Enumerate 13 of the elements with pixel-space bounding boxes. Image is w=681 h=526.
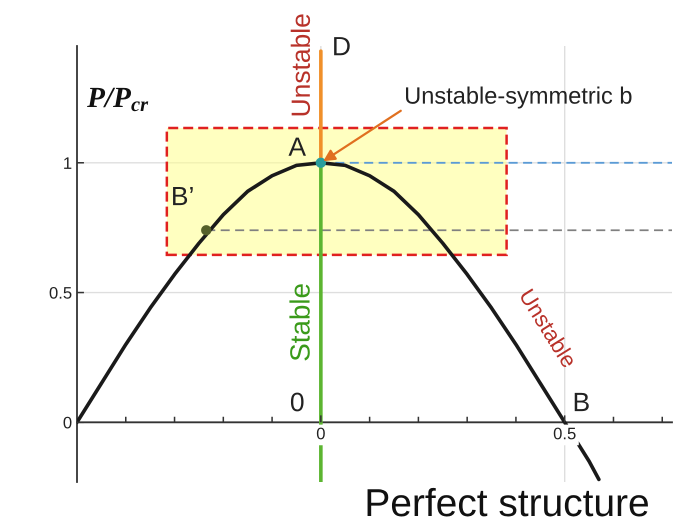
- annotation: Unstable-symmetric b: [406, 86, 632, 109]
- annotation: B: [574, 392, 589, 412]
- text: Unstable: [290, 14, 310, 116]
- y-axis-title: P/P$_{cr}$: [87, 88, 148, 112]
- annotation: D: [334, 37, 350, 56]
- annotation: B’: [173, 186, 193, 206]
- y-tick-label: 1: [64, 157, 72, 169]
- y-tick-label: 0.5: [50, 286, 72, 299]
- annotation: 0: [290, 392, 304, 412]
- text: Perfect structure: [368, 488, 648, 516]
- y-tick-label: 0: [64, 416, 72, 429]
- annotation: A: [288, 138, 306, 156]
- text: Stable: [289, 284, 310, 361]
